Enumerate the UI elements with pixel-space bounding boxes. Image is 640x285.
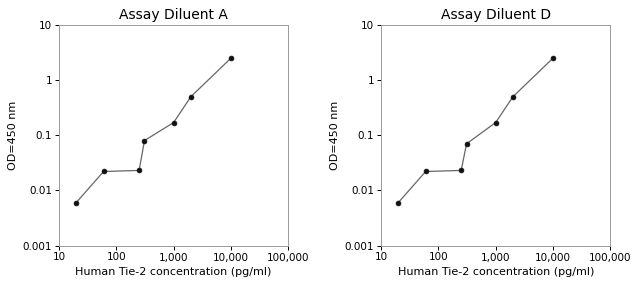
X-axis label: Human Tie-2 concentration (pg/ml): Human Tie-2 concentration (pg/ml): [76, 267, 272, 277]
Title: Assay Diluent D: Assay Diluent D: [441, 8, 551, 22]
X-axis label: Human Tie-2 concentration (pg/ml): Human Tie-2 concentration (pg/ml): [397, 267, 594, 277]
Y-axis label: OD=450 nm: OD=450 nm: [8, 101, 19, 170]
Y-axis label: OD=450 nm: OD=450 nm: [330, 101, 340, 170]
Title: Assay Diluent A: Assay Diluent A: [119, 8, 228, 22]
